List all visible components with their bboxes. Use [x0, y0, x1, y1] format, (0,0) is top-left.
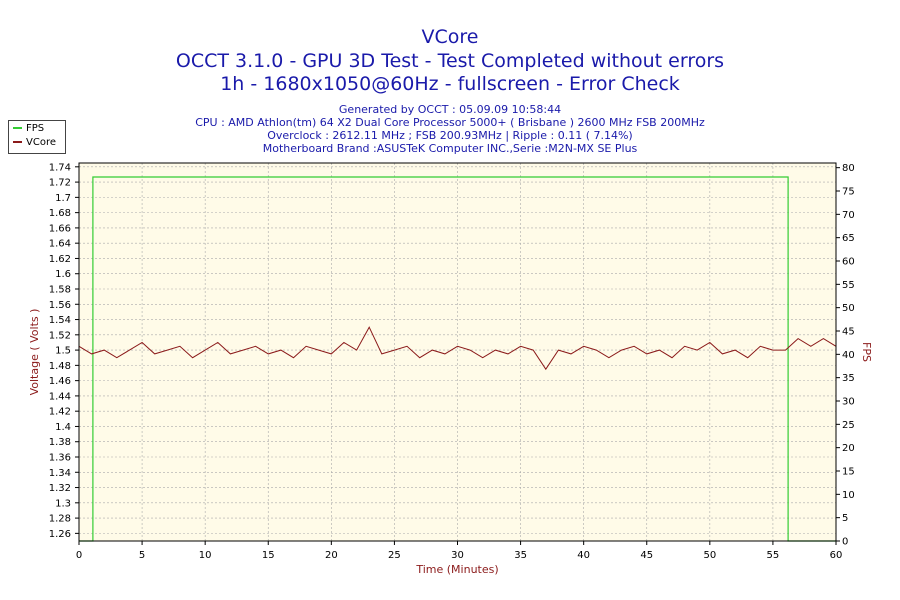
series-line-vcore — [78, 326, 837, 371]
chart-legend: FPS VCore — [8, 120, 66, 154]
y-tick-label: 1.64 — [49, 239, 71, 250]
x-axis-label: Time (Minutes) — [415, 563, 498, 576]
x-tick-label: 25 — [388, 550, 401, 561]
y-tick-label: 1.4 — [55, 422, 71, 433]
y-axis-label: Voltage ( Volts ) — [28, 309, 41, 396]
x-tick-label: 45 — [640, 550, 653, 561]
legend-label-fps: FPS — [26, 123, 45, 134]
x-tick-label: 30 — [451, 550, 464, 561]
x-tick-label: 50 — [703, 550, 716, 561]
y-tick-label: 1.46 — [49, 376, 71, 387]
y2-tick-label: 5 — [842, 513, 848, 524]
chart-title: VCore — [421, 26, 479, 48]
y2-tick-label: 35 — [842, 373, 855, 384]
y-tick-label: 1.7 — [55, 193, 71, 204]
y-tick-label: 1.44 — [49, 391, 71, 402]
y2-tick-label: 70 — [842, 210, 855, 221]
y2-tick-label: 60 — [842, 257, 855, 268]
y-tick-label: 1.34 — [49, 468, 71, 479]
y2-tick-label: 15 — [842, 467, 855, 478]
x-tick-label: 15 — [262, 550, 275, 561]
y2-tick-label: 65 — [842, 233, 855, 244]
y-tick-label: 1.28 — [49, 514, 71, 525]
y-tick-label: 1.74 — [49, 162, 71, 173]
y-tick-label: 1.6 — [55, 269, 71, 280]
y2-tick-label: 55 — [842, 280, 855, 291]
x-tick-label: 0 — [76, 550, 82, 561]
legend-entry-fps: FPS — [13, 123, 44, 135]
y-tick-label: 1.52 — [49, 330, 71, 341]
y2-tick-label: 45 — [842, 327, 855, 338]
plot-border — [78, 162, 837, 542]
x-tick-label: 55 — [767, 550, 780, 561]
chart-subtitle-test: OCCT 3.1.0 - GPU 3D Test - Test Complete… — [175, 50, 725, 72]
y-tick-label: 1.62 — [49, 254, 71, 265]
info-generated: Generated by OCCT : 05.09.09 10:58:44 — [338, 103, 562, 116]
y2-tick-label: 75 — [842, 187, 855, 198]
y-tick-label: 1.72 — [49, 178, 71, 189]
y-tick-label: 1.58 — [49, 285, 71, 296]
x-tick-label: 5 — [139, 550, 145, 561]
info-motherboard: Motherboard Brand :ASUSTeK Computer INC.… — [262, 142, 638, 155]
y-tick-label: 1.38 — [49, 437, 71, 448]
legend-label-vcore: VCore — [26, 137, 56, 148]
x-tick-label: 40 — [577, 550, 590, 561]
y-tick-label: 1.66 — [49, 223, 71, 234]
x-tick-label: 20 — [325, 550, 338, 561]
x-tick-label: 10 — [199, 550, 212, 561]
chart-subtitle-config: 1h - 1680x1050@60Hz - fullscreen - Error… — [220, 73, 680, 95]
y-tick-label: 1.68 — [49, 208, 71, 219]
y2-tick-label: 40 — [842, 350, 855, 361]
legend-swatch-vcore — [13, 141, 22, 143]
legend-swatch-fps — [13, 127, 22, 129]
y2-tick-label: 30 — [842, 397, 855, 408]
y2-tick-label: 10 — [842, 490, 855, 501]
x-tick-label: 35 — [514, 550, 527, 561]
info-overclock: Overclock : 2612.11 MHz ; FSB 200.93MHz … — [267, 129, 633, 142]
x-tick-label: 60 — [830, 550, 843, 561]
y-tick-label: 1.42 — [49, 407, 71, 418]
y-tick-label: 1.26 — [49, 529, 71, 540]
axis-ticks: 1.26 1.28 1.3 1.32 1.34 1.36 1.38 1.4 1.42 1.44 1.… — [49, 162, 855, 561]
y-tick-label: 1.48 — [49, 361, 71, 372]
y-tick-label: 1.3 — [55, 498, 71, 509]
y-tick-label: 1.56 — [49, 300, 71, 311]
y-tick-label: 1.5 — [55, 346, 71, 357]
series-line-fps — [79, 176, 836, 542]
y2-tick-label: 50 — [842, 303, 855, 314]
y2-axis-label: FPS — [860, 342, 873, 362]
y2-tick-label: 25 — [842, 420, 855, 431]
y2-tick-label: 20 — [842, 443, 855, 454]
legend-entry-vcore: VCore — [13, 137, 56, 149]
y2-tick-label: 80 — [842, 163, 855, 174]
y-tick-label: 1.32 — [49, 483, 71, 494]
info-cpu: CPU : AMD Athlon(tm) 64 X2 Dual Core Pro… — [195, 116, 705, 129]
y-tick-label: 1.36 — [49, 453, 71, 464]
y-tick-label: 1.54 — [49, 315, 71, 326]
y2-tick-label: 0 — [842, 537, 848, 548]
